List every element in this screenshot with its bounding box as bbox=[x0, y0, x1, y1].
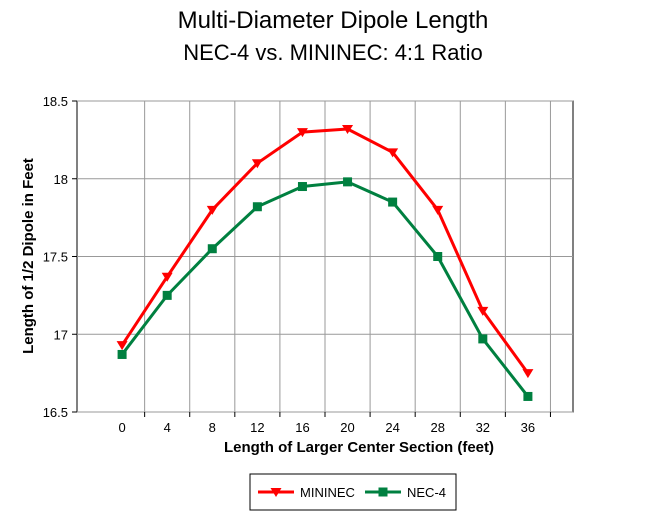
x-tick-label: 16 bbox=[295, 420, 309, 435]
data-point bbox=[387, 148, 399, 158]
y-tick-label: 18 bbox=[54, 172, 68, 187]
data-point bbox=[432, 205, 444, 215]
y-axis-ticks: 16.5 17 17.5 18 18.5 bbox=[43, 94, 77, 420]
y-tick-label: 18.5 bbox=[43, 94, 68, 109]
chart-title: Multi-Diameter Dipole Length bbox=[178, 7, 489, 34]
legend-swatch-marker bbox=[378, 487, 388, 497]
data-point bbox=[117, 349, 127, 359]
data-point bbox=[252, 202, 262, 212]
chart-subtitle: NEC-4 vs. MININEC: 4:1 Ratio bbox=[183, 40, 483, 65]
x-tick-label: 24 bbox=[385, 420, 399, 435]
data-point bbox=[116, 341, 128, 351]
legend-item: NEC-4 bbox=[365, 485, 446, 500]
x-tick-label: 36 bbox=[521, 420, 535, 435]
gridlines bbox=[77, 100, 573, 413]
series-nec-4 bbox=[117, 177, 533, 401]
y-tick-label: 17 bbox=[54, 327, 68, 342]
data-point bbox=[478, 334, 488, 344]
legend-label: MININEC bbox=[300, 485, 355, 500]
data-point bbox=[251, 159, 263, 169]
x-tick-label: 28 bbox=[430, 420, 444, 435]
data-point bbox=[342, 124, 354, 134]
data-point bbox=[161, 272, 173, 282]
data-point bbox=[207, 244, 217, 254]
data-point bbox=[433, 252, 443, 261]
x-axis-label: Length of Larger Center Section (feet) bbox=[224, 439, 494, 456]
data-point bbox=[388, 197, 398, 207]
data-point bbox=[206, 205, 218, 215]
x-tick-label: 8 bbox=[209, 420, 216, 435]
legend-item: MININEC bbox=[258, 485, 355, 500]
x-axis-ticks: 0 4 8 12 16 20 24 28 32 36 bbox=[118, 412, 551, 435]
x-tick-label: 32 bbox=[476, 420, 490, 435]
series-line bbox=[120, 127, 530, 375]
data-point bbox=[343, 177, 353, 187]
legend-swatch-marker bbox=[270, 488, 282, 497]
data-point bbox=[162, 290, 172, 300]
series-mininec bbox=[116, 124, 534, 379]
x-tick-label: 12 bbox=[250, 420, 264, 435]
data-point bbox=[522, 369, 534, 379]
x-tick-label: 0 bbox=[118, 420, 125, 435]
y-axis-label: Length of 1/2 Dipole in Feet bbox=[20, 158, 37, 354]
x-tick-label: 20 bbox=[340, 420, 354, 435]
series-group bbox=[116, 124, 534, 401]
data-point bbox=[477, 306, 489, 316]
legend-label: NEC-4 bbox=[407, 485, 446, 500]
data-point bbox=[523, 391, 533, 401]
series-line bbox=[120, 180, 530, 398]
y-tick-label: 16.5 bbox=[43, 405, 68, 420]
x-tick-label: 4 bbox=[164, 420, 171, 435]
data-point bbox=[297, 182, 307, 192]
y-tick-label: 17.5 bbox=[43, 250, 68, 265]
data-point bbox=[296, 128, 308, 138]
legend: MININEC NEC-4 bbox=[258, 485, 446, 500]
